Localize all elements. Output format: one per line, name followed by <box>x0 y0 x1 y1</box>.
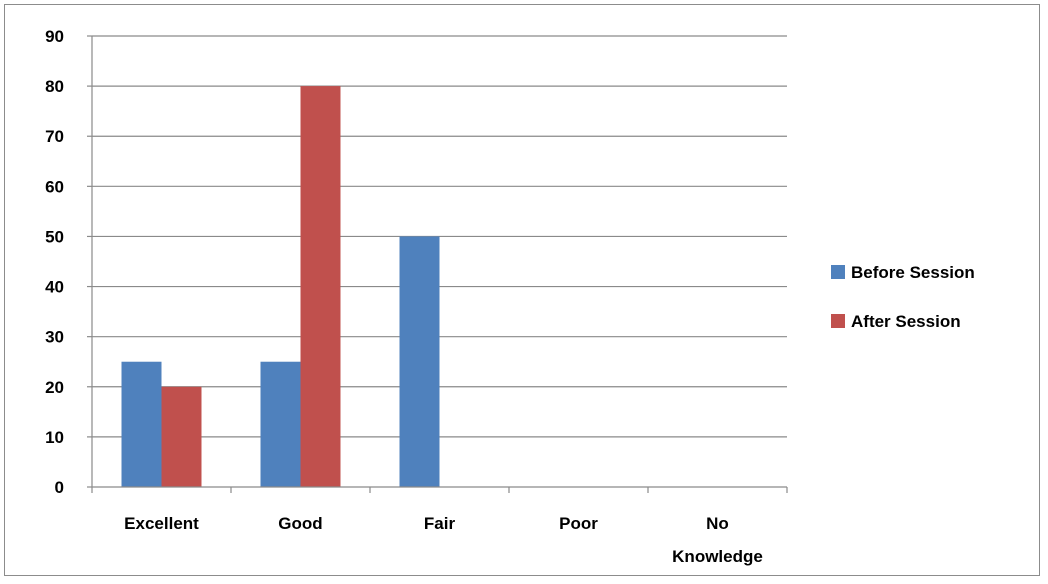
x-tick-label: Knowledge <box>672 547 763 566</box>
y-tick-label: 80 <box>45 77 64 96</box>
y-tick-label: 40 <box>45 278 64 297</box>
y-tick-label: 70 <box>45 127 64 146</box>
legend-label: After Session <box>851 312 961 331</box>
bar-before-session-2 <box>399 236 440 487</box>
gridlines <box>92 35 787 438</box>
x-tick-label: Good <box>278 514 322 533</box>
bar-before-session-0 <box>121 361 162 487</box>
y-tick-label: 60 <box>45 177 64 196</box>
axes <box>87 35 788 493</box>
bar-after-session-0 <box>161 386 202 487</box>
y-tick-labels: 0 10 20 30 40 50 60 70 80 90 <box>45 27 64 497</box>
bars <box>121 86 440 487</box>
legend-label: Before Session <box>851 263 975 282</box>
x-tick-label: No <box>706 514 729 533</box>
x-tick-label: Excellent <box>124 514 199 533</box>
x-tick-label: Poor <box>559 514 598 533</box>
bar-before-session-1 <box>260 361 301 487</box>
y-tick-label: 20 <box>45 378 64 397</box>
y-tick-label: 90 <box>45 27 64 46</box>
y-tick-label: 50 <box>45 227 64 246</box>
legend-swatch <box>831 314 845 328</box>
bar-after-session-1 <box>300 86 341 487</box>
x-tick-labels: Excellent Good Fair Poor No Knowledge <box>124 514 763 566</box>
legend-swatch <box>831 265 845 279</box>
x-tick-label: Fair <box>424 514 456 533</box>
y-tick-label: 0 <box>55 478 64 497</box>
legend: Before Session After Session <box>831 263 975 331</box>
y-tick-label: 30 <box>45 328 64 347</box>
y-tick-label: 10 <box>45 428 64 447</box>
